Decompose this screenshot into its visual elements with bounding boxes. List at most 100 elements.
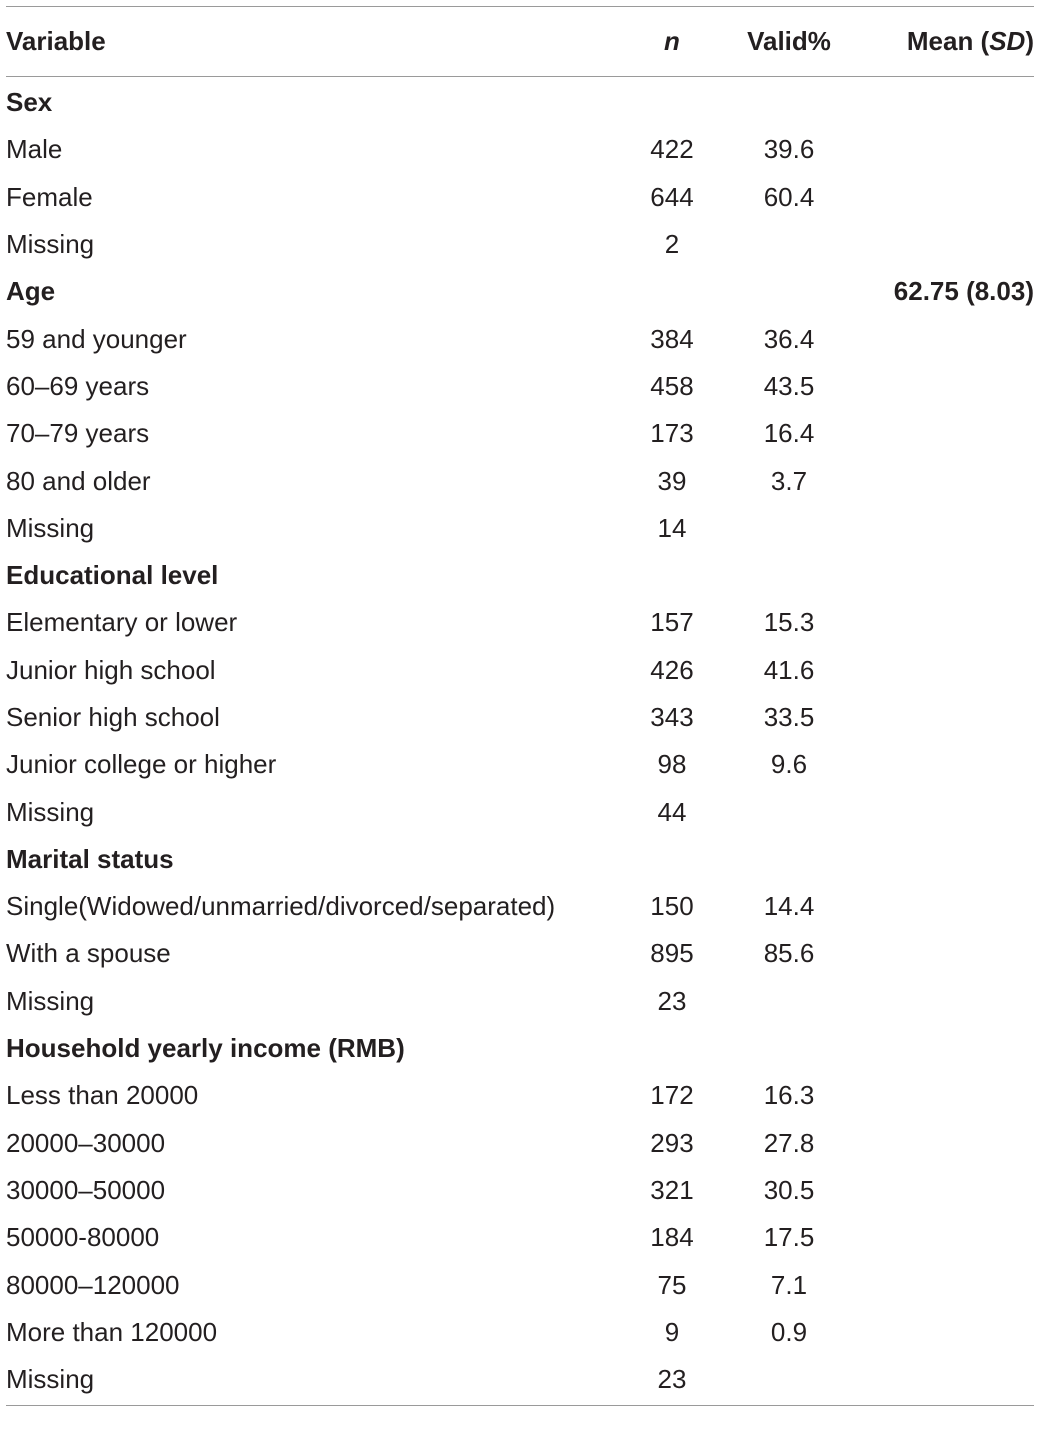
row-label: Age [6,276,56,307]
header-rule [6,76,1034,77]
row-label: 20000–30000 [6,1127,166,1158]
row-label: 50000-80000 [6,1222,160,1253]
table-row: Single(Widowed/unmarried/divorced/separa… [6,883,1034,930]
row-label: Senior high school [6,702,220,732]
row-n: 321 [650,1174,694,1205]
row-n: 23 [657,985,687,1016]
row-n: 2 [664,229,680,260]
row-valid-percent: 0.9 [770,1316,808,1347]
row-n: 44 [657,796,687,827]
row-label: 70–79 years [6,418,150,449]
table-row: Missing 44 [6,788,1034,835]
section-header-row: Age 62.75 (8.03) [6,268,1034,315]
row-n: 173 [650,418,694,449]
table-body: Sex Male 422 39.6 Female 644 60.4 Missing 2 Age 62… [6,77,1034,1405]
row-label: Missing [6,985,95,1016]
table-row: Male 422 39.6 [6,126,1034,173]
row-label: Missing [6,229,95,260]
row-label: Missing [6,796,95,827]
row-label: 59 and younger [6,323,187,354]
row-label: 30000–50000 [6,1174,166,1205]
table-row: 30000–50000 321 30.5 [6,1167,1034,1214]
row-valid-percent: 3.7 [770,465,808,496]
demographics-table: Variable n Valid% Mean (SD) Sex Male 422 39… [6,6,1034,1407]
header-mean-sd-label: SD [989,26,1026,56]
row-valid-percent: 43.5 [763,370,815,401]
row-n: 184 [650,1222,694,1253]
row-valid-percent: 15.3 [763,607,815,638]
row-n: 343 [650,702,694,732]
table-row: Junior high school 426 41.6 [6,647,1034,694]
row-label: Junior high school [6,654,216,685]
table-row: Missing 23 [6,978,1034,1025]
row-n: 75 [657,1269,687,1300]
table-row: 20000–30000 293 27.8 [6,1120,1034,1167]
row-n: 458 [650,370,694,401]
table-header-row: Variable n Valid% Mean (SD) [6,7,1034,76]
table-row: 80000–120000 75 7.1 [6,1261,1034,1308]
row-valid-percent: 85.6 [763,938,815,969]
row-valid-percent: 39.6 [763,134,815,165]
row-n: 157 [650,607,694,638]
row-label: Male [6,134,63,165]
row-valid-percent: 14.4 [763,891,815,922]
table-row: 50000-80000 184 17.5 [6,1214,1034,1261]
header-variable: Variable [6,26,106,56]
header-mean-sd: Mean (SD) [850,26,1034,57]
row-valid-percent: 60.4 [763,181,815,212]
row-label: More than 120000 [6,1316,218,1347]
row-n: 293 [650,1127,694,1158]
row-label: Marital status [6,843,174,874]
row-valid-percent: 16.4 [763,418,815,449]
row-label: 60–69 years [6,370,150,401]
row-n: 426 [650,654,694,685]
row-n: 9 [664,1316,680,1347]
table-row: Junior college or higher 98 9.6 [6,741,1034,788]
table-row: Female 644 60.4 [6,174,1034,221]
header-n: n [664,26,680,56]
row-valid-percent: 7.1 [770,1269,808,1300]
row-valid-percent: 16.3 [763,1080,815,1111]
row-valid-percent: 27.8 [763,1127,815,1158]
header-valid-percent: Valid% [747,26,831,56]
row-label: Single(Widowed/unmarried/divorced/separa… [6,891,556,922]
row-label: Household yearly income (RMB) [6,1033,405,1064]
section-header-row: Educational level [6,552,1034,599]
top-rule [6,6,1034,7]
table-row: Less than 20000 172 16.3 [6,1072,1034,1119]
row-n: 98 [657,749,687,780]
table-row: 70–79 years 173 16.4 [6,410,1034,457]
row-valid-percent: 41.6 [763,654,815,685]
row-n: 39 [657,465,687,496]
table-row: 60–69 years 458 43.5 [6,363,1034,410]
row-label: Less than 20000 [6,1080,199,1111]
row-valid-percent: 36.4 [763,323,815,354]
row-valid-percent: 9.6 [770,749,808,780]
row-valid-percent: 33.5 [763,702,815,732]
row-label: With a spouse [6,938,171,969]
row-label: 80 and older [6,465,151,496]
row-label: Educational level [6,560,219,591]
table-row: 80 and older 39 3.7 [6,457,1034,504]
table-row: 59 and younger 384 36.4 [6,315,1034,362]
row-n: 14 [657,512,687,543]
bottom-rule [6,1405,1034,1407]
row-mean-sd: 62.75 (8.03) [893,276,1034,307]
table-row: More than 120000 9 0.9 [6,1309,1034,1356]
row-label: Missing [6,512,95,543]
table-row: Missing 2 [6,221,1034,268]
header-mean-suffix: ) [1025,26,1034,56]
section-header-row: Household yearly income (RMB) [6,1025,1034,1072]
row-valid-percent: 17.5 [763,1222,815,1253]
row-label: Sex [6,87,53,118]
table-row: With a spouse 895 85.6 [6,930,1034,977]
table-row: Elementary or lower 157 15.3 [6,599,1034,646]
row-label: 80000–120000 [6,1269,180,1300]
row-n: 150 [650,891,694,922]
section-header-row: Sex [6,79,1034,126]
row-n: 422 [650,134,694,165]
row-n: 23 [657,1364,687,1395]
row-label: Junior college or higher [6,749,277,780]
row-n: 644 [650,181,694,212]
row-label: Elementary or lower [6,607,238,638]
